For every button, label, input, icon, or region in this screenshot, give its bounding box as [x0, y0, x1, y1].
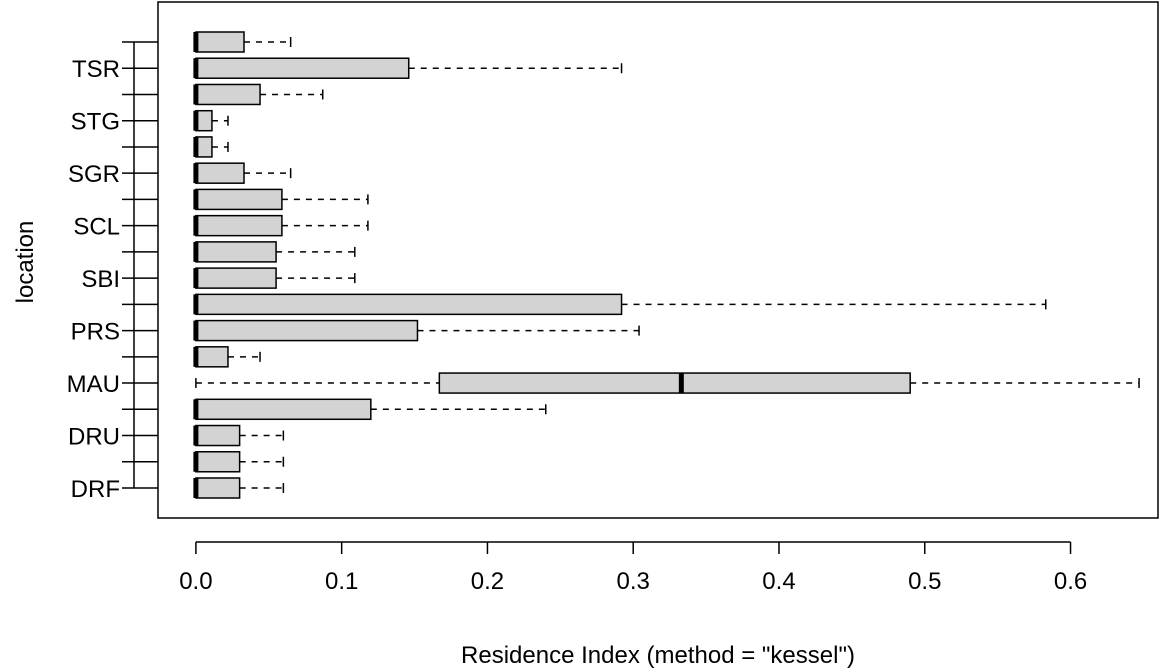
box-group	[193, 267, 356, 289]
y-tick-label: DRF	[71, 476, 120, 503]
box-group	[193, 31, 292, 53]
box-group	[193, 136, 229, 158]
box-group	[193, 424, 285, 447]
x-axis: 0.0 0.1 0.2 0.3 0.4 0.5 0.6	[179, 541, 1087, 595]
box-iqr	[195, 293, 623, 316]
box-group	[193, 398, 547, 421]
box-iqr	[195, 346, 229, 368]
y-tick-label: PRS	[71, 319, 120, 346]
y-axis: DRF DRU MAU PRS SBI SCL SGR STG TSR	[67, 41, 158, 503]
box-group	[193, 109, 229, 132]
box-group	[193, 241, 356, 263]
y-tick-label: SGR	[68, 161, 120, 188]
x-axis-title: Residence Index (method = "kessel")	[461, 642, 855, 669]
box-iqr	[195, 319, 419, 342]
x-tick-label: 0.5	[908, 568, 941, 595]
y-tick-label: SBI	[81, 266, 120, 293]
box-iqr	[195, 162, 245, 184]
box-iqr	[195, 477, 241, 499]
box-iqr	[195, 424, 241, 447]
box-group	[193, 319, 640, 342]
box-iqr	[195, 83, 261, 106]
y-tick-label: STG	[71, 109, 120, 136]
y-tick-label: SCL	[73, 214, 120, 241]
box-group	[193, 451, 285, 473]
y-axis-title: location	[12, 221, 39, 304]
box-group	[195, 372, 1140, 394]
x-tick-label: 0.1	[325, 568, 358, 595]
box-group	[193, 293, 1047, 316]
box-iqr	[195, 451, 241, 473]
x-tick-label: 0.6	[1054, 568, 1087, 595]
x-tick-label: 0.0	[179, 568, 212, 595]
y-tick-label: MAU	[67, 371, 120, 398]
box-iqr	[195, 398, 372, 421]
plot-frame	[157, 1, 1159, 519]
y-tick-label: TSR	[72, 56, 120, 83]
box-group	[193, 477, 285, 499]
x-tick-label: 0.2	[471, 568, 504, 595]
y-tick-label: DRU	[68, 424, 120, 451]
box-group	[193, 57, 623, 79]
box-group	[193, 214, 369, 237]
x-tick-label: 0.3	[617, 568, 650, 595]
box-group	[193, 162, 292, 184]
box-iqr	[195, 57, 410, 79]
box-group	[193, 346, 261, 368]
box-group	[193, 83, 324, 106]
box-iqr	[195, 188, 283, 211]
box-group	[193, 188, 369, 211]
boxes-layer	[193, 31, 1140, 499]
box-iqr	[195, 31, 245, 53]
x-tick-label: 0.4	[762, 568, 795, 595]
box-iqr	[195, 214, 283, 237]
box-iqr	[195, 267, 277, 289]
box-iqr	[195, 241, 277, 263]
box-iqr	[438, 372, 911, 394]
